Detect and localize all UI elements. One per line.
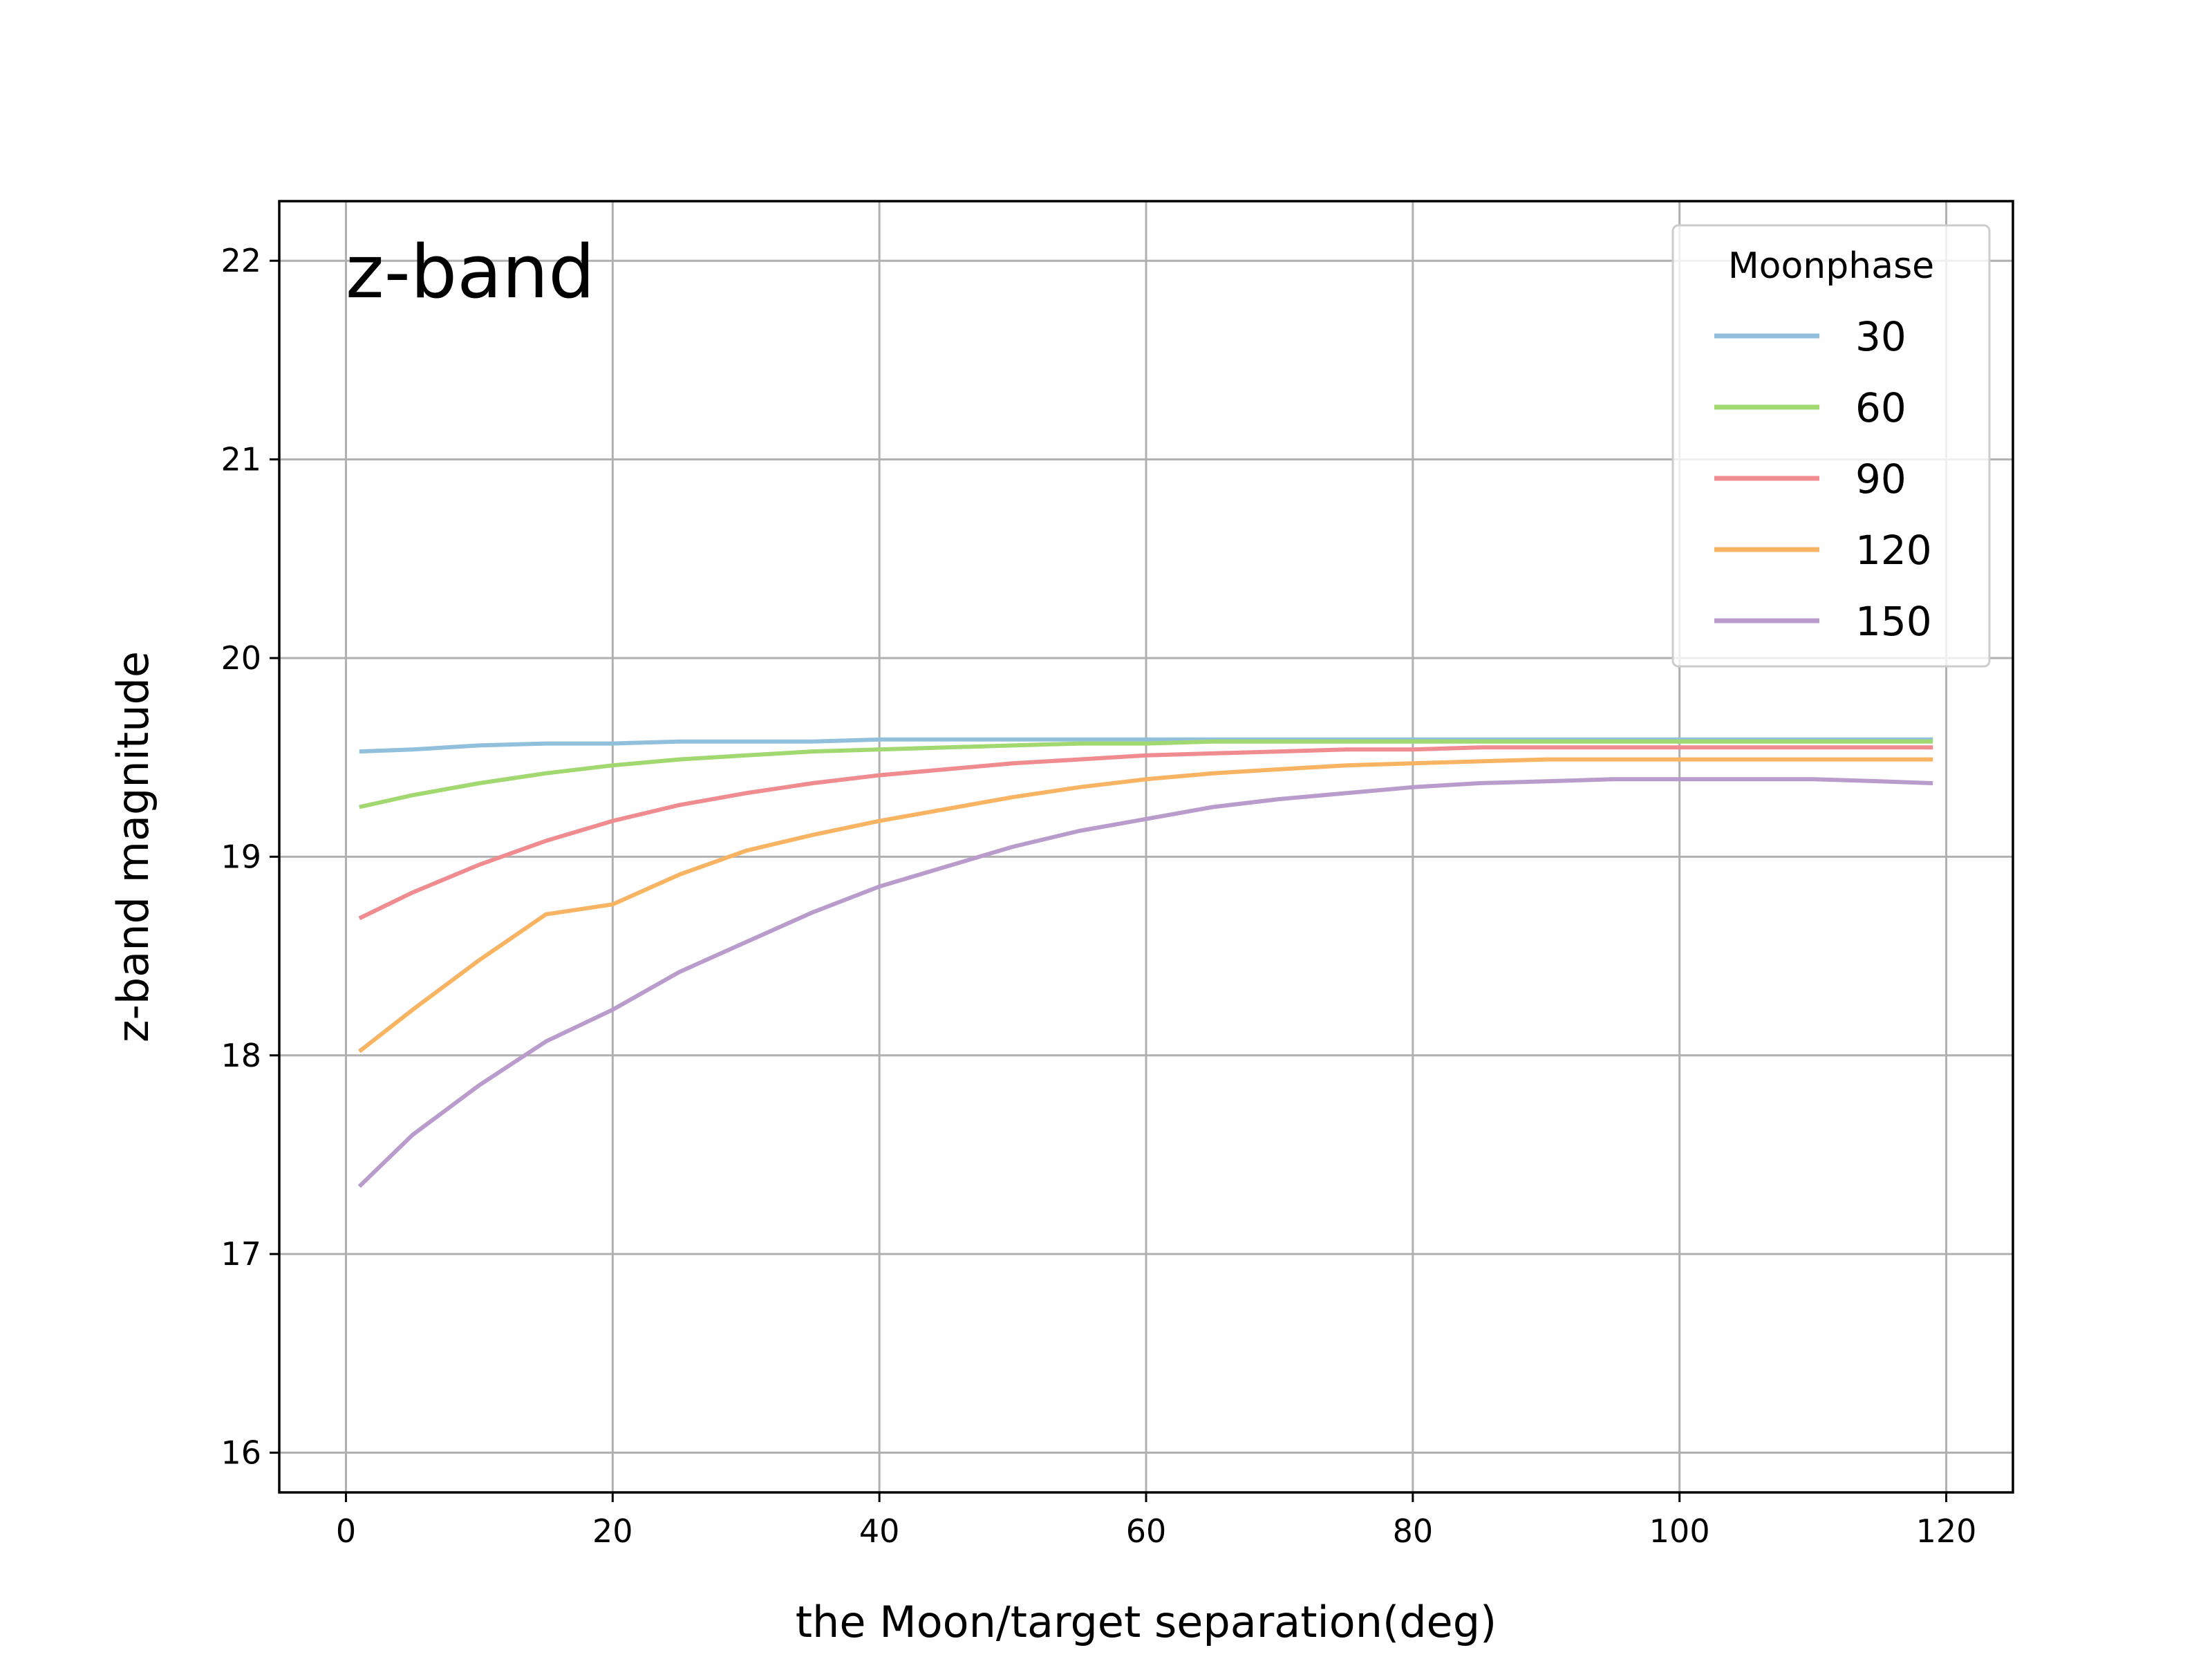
x-tick-label: 40 [859,1512,900,1550]
series-line-60 [359,739,1933,809]
x-tick-label: 120 [1916,1512,1977,1550]
panel-label: z-band [346,229,595,315]
series-line-90 [358,745,1933,921]
legend-label-150: 150 [1855,598,1932,645]
y-tick-label: 21 [221,441,261,478]
x-tick-label: 60 [1126,1512,1167,1550]
y-axis-label: z-band magnitude [108,651,158,1042]
x-axis-label: the Moon/target separation(deg) [796,1597,1497,1647]
legend-label-90: 90 [1855,456,1906,503]
y-tick-label: 22 [221,242,261,279]
series-layer [357,737,1933,1188]
x-tick-label: 20 [592,1512,633,1550]
legend: Moonphase 30 60 90 120 150 [1671,224,1991,668]
legend-label-30: 30 [1855,313,1906,360]
series-line-150 [357,777,1933,1188]
y-tick-label: 18 [221,1037,261,1074]
series-line-120 [357,757,1933,1053]
y-tick-label: 20 [221,639,261,677]
grid [279,201,2013,1492]
y-tick-label: 16 [221,1434,261,1472]
y-tick-label: 19 [221,838,261,875]
legend-title: Moonphase [1728,245,1934,287]
legend-label-60: 60 [1855,384,1906,431]
x-tick-label: 0 [336,1512,356,1550]
x-tick-label: 100 [1649,1512,1710,1550]
ticks: 0 20 40 60 80 100 120 16 17 18 19 20 21 22 [221,242,1976,1550]
y-tick-label: 17 [221,1235,261,1273]
legend-box [1671,224,1991,668]
legend-label-120: 120 [1855,527,1932,574]
x-tick-label: 80 [1393,1512,1434,1550]
